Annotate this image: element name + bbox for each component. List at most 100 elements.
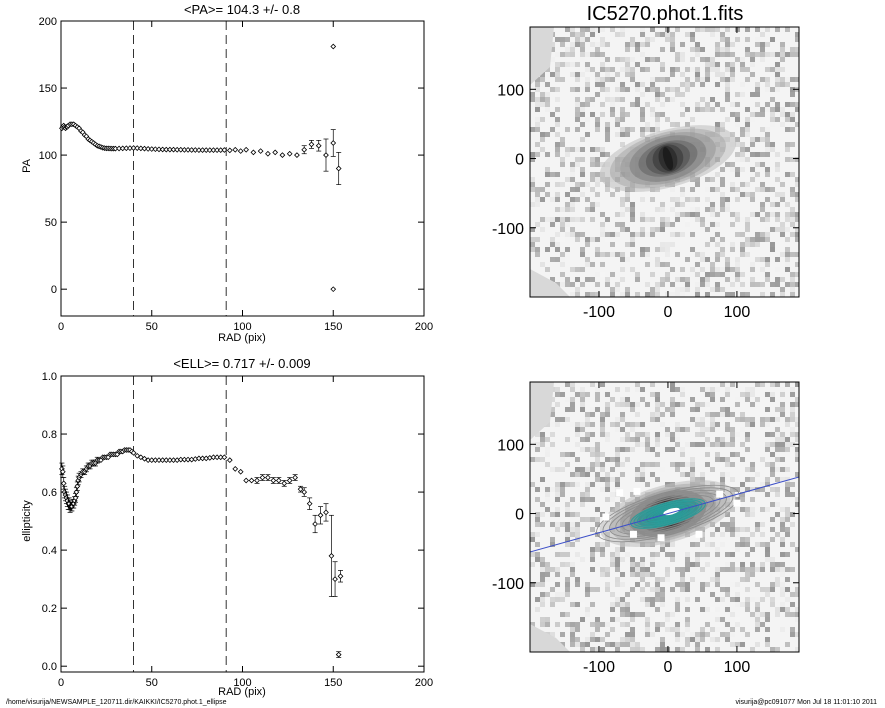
img-noise-pixel [715,122,720,127]
img-noise-pixel [590,162,595,167]
fit-blank-corner-bottom [530,624,570,652]
img-noise-pixel [605,217,610,222]
img-noise-pixel [675,87,680,92]
fit-noise-pixel [580,387,585,392]
fit-noise-pixel [665,447,670,452]
img-noise-pixel [550,172,555,177]
img-noise-pixel [675,287,680,292]
img-noise-pixel [735,197,740,202]
fit-noise-pixel [675,467,680,472]
img-noise-pixel [735,217,740,222]
fit-noise-pixel [615,452,620,457]
pa-data-point [315,142,322,149]
fit-noise-pixel [560,572,565,577]
fit-noise-pixel [795,422,799,427]
img-noise-pixel [765,87,770,92]
fit-noise-pixel [545,447,550,452]
img-noise-pixel [545,82,550,87]
img-noise-pixel [560,252,565,257]
img-noise-pixel [660,282,665,287]
img-noise-pixel [620,212,625,217]
img-noise-pixel [600,232,605,237]
img-noise-pixel [705,277,710,282]
img-noise-pixel [620,97,625,102]
img-noise-pixel [680,292,685,297]
img-noise-pixel [610,192,615,197]
img-noise-pixel [670,32,675,37]
fit-noise-pixel [615,422,620,427]
img-noise-pixel [760,52,765,57]
img-noise-pixel [585,277,590,282]
fit-noise-pixel [785,442,790,447]
img-noise-pixel [720,77,725,82]
img-noise-pixel [575,287,580,292]
fit-noise-pixel [740,642,745,647]
fit-noise-pixel [735,452,740,457]
img-noise-pixel [580,72,585,77]
fit-noise-pixel [725,392,730,397]
fit-noise-pixel [550,567,555,572]
img-noise-pixel [575,162,580,167]
fit-noise-pixel [750,547,755,552]
img-noise-pixel [770,107,775,112]
fit-noise-pixel [735,602,740,607]
fit-noise-pixel [630,437,635,442]
fit-noise-pixel [725,422,730,427]
img-noise-pixel [760,137,765,142]
pa-plot-frame [60,20,425,317]
fit-noise-pixel [590,432,595,437]
img-noise-pixel [590,27,595,32]
fit-noise-pixel [735,487,740,492]
fit-noise-pixel [730,527,735,532]
fit-noise-pixel [765,492,770,497]
fit-noise-pixel [590,382,595,387]
img-noise-pixel [575,267,580,272]
img-noise-pixel [595,72,600,77]
fit-noise-pixel [590,637,595,642]
fit-noise-pixel [610,592,615,597]
img-noise-pixel [630,42,635,47]
img-noise-pixel [730,72,735,77]
img-noise-pixel [590,112,595,117]
fit-noise-pixel [585,497,590,502]
img-noise-pixel [625,127,630,132]
fit-noise-pixel [730,427,735,432]
fit-noise-pixel [535,522,540,527]
img-noise-pixel [600,37,605,42]
fit-noise-pixel [650,552,655,557]
img-noise-pixel [745,227,750,232]
img-noise-pixel [630,77,635,82]
fit-noise-pixel [675,632,680,637]
fit-noise-pixel [680,387,685,392]
fit-noise-pixel [685,557,690,562]
img-noise-pixel [690,47,695,52]
fit-noise-pixel [775,447,780,452]
fit-noise-pixel [700,632,705,637]
fit-noise-pixel [690,462,695,467]
fit-noise-pixel [630,562,635,567]
img-noise-pixel [560,182,565,187]
img-noise-pixel [710,172,715,177]
fit-noise-pixel [570,602,575,607]
fit-noise-pixel [650,472,655,477]
fit-noise-pixel [585,592,590,597]
fit-noise-pixel [550,412,555,417]
fit-noise-pixel [745,597,750,602]
fit-noise-pixel [645,567,650,572]
fit-noise-pixel [580,497,585,502]
img-noise-pixel [585,77,590,82]
img-noise-pixel [580,107,585,112]
img-noise-pixel [770,187,775,192]
fit-noise-pixel [715,457,720,462]
img-noise-pixel [630,217,635,222]
img-noise-pixel [565,177,570,182]
fit-noise-pixel [680,572,685,577]
fit-noise-pixel [600,412,605,417]
fit-noise-pixel [685,587,690,592]
img-noise-pixel [770,67,775,72]
fit-noise-pixel [610,457,615,462]
fit-noise-pixel [575,392,580,397]
img-x-tick-label: 100 [724,304,751,321]
fit-noise-pixel [690,632,695,637]
fit-noise-pixel [780,387,785,392]
